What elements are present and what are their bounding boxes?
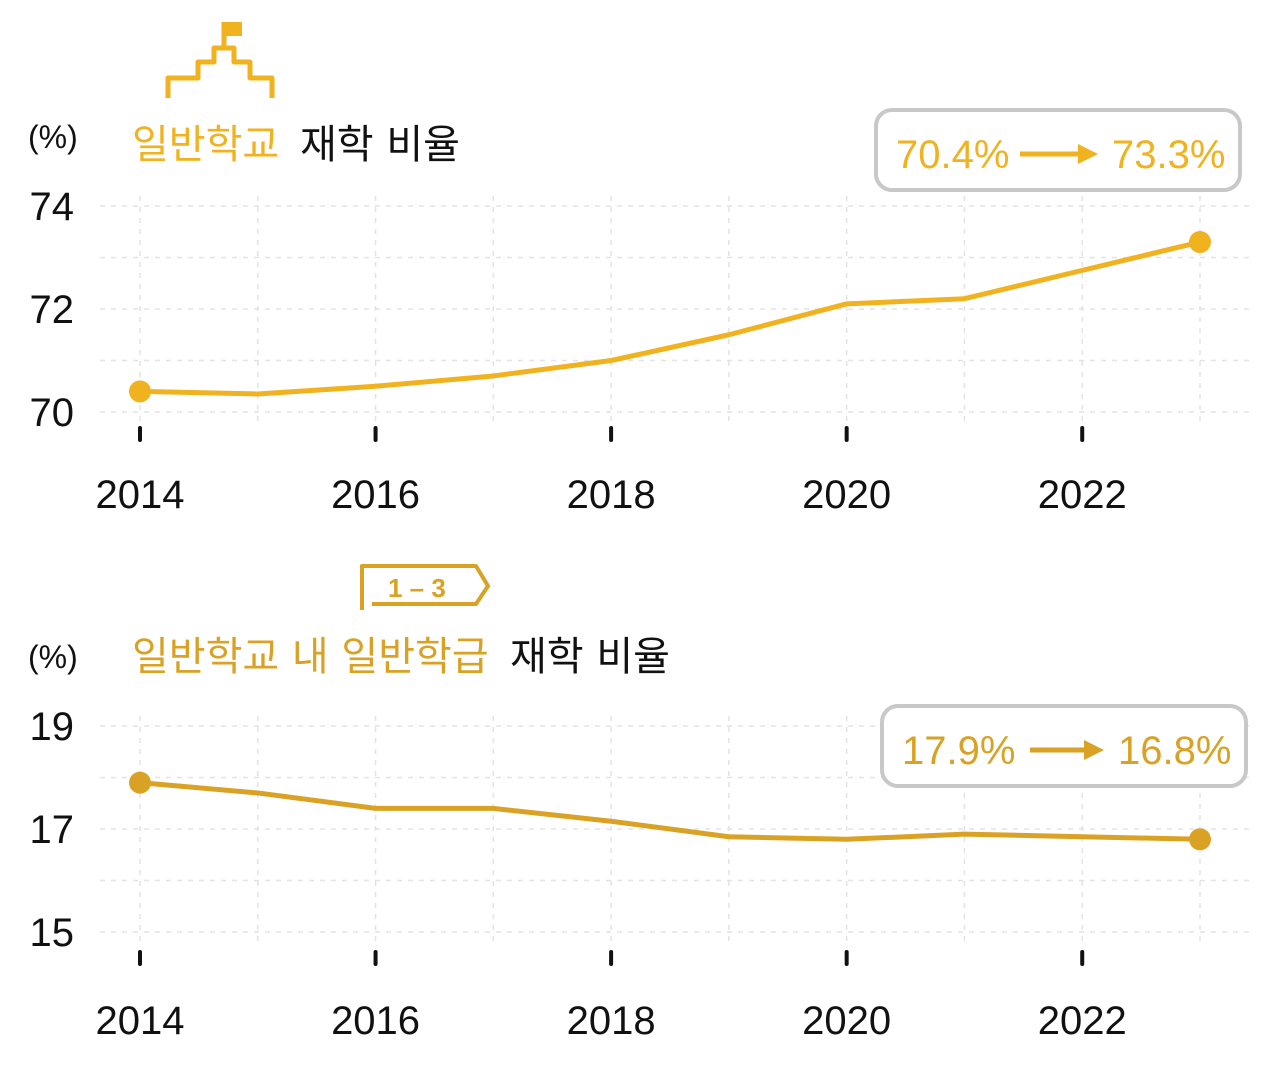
reference-tag: 1 – 3 — [360, 564, 490, 610]
x-tick-label: 2016 — [331, 999, 420, 1043]
arrow-right-icon — [1030, 740, 1104, 760]
x-tick-label: 2018 — [567, 473, 656, 517]
x-tick-label: 2014 — [96, 999, 185, 1043]
y-axis-unit: (%) — [28, 639, 78, 675]
school-building-icon — [165, 22, 275, 98]
start-point — [129, 771, 151, 794]
y-tick-label: 15 — [30, 911, 75, 955]
chart-title-rest: 재학 비율 — [510, 634, 670, 680]
change-callout: 17.9% 16.8% — [880, 704, 1248, 788]
series-line — [137, 239, 1203, 397]
chart-title-accent: 일반학교 내 일반학급 — [132, 634, 489, 680]
x-tick-label: 2018 — [567, 999, 656, 1043]
y-tick-label: 17 — [30, 808, 75, 852]
x-axis: 2014 2016 2018 2020 2022 — [96, 426, 1127, 517]
reference-tag-label: 1 – 3 — [388, 573, 446, 603]
callout-to-value: 16.8% — [1118, 729, 1231, 773]
grid — [100, 196, 1255, 422]
x-axis: 2014 2016 2018 2020 2022 — [96, 950, 1127, 1043]
y-tick-label: 74 — [30, 185, 75, 229]
y-axis-unit: (%) — [28, 119, 78, 155]
y-tick-label: 19 — [30, 705, 75, 749]
callout-from-value: 17.9% — [902, 729, 1015, 773]
chart-title-rest: 재학 비율 — [300, 122, 460, 168]
chart-title-accent: 일반학교 — [132, 122, 279, 168]
end-point — [1189, 231, 1211, 254]
series-line — [137, 780, 1203, 842]
arrow-right-icon — [1020, 144, 1098, 164]
x-tick-label: 2016 — [331, 473, 420, 517]
y-axis: 15 17 19 — [30, 705, 75, 955]
callout-from-value: 70.4% — [896, 133, 1009, 177]
start-point — [129, 380, 151, 403]
x-tick-label: 2022 — [1038, 999, 1127, 1043]
change-callout: 70.4% 73.3% — [874, 108, 1242, 192]
y-tick-label: 70 — [30, 391, 75, 435]
y-axis: 70 72 74 — [30, 185, 75, 435]
y-tick-label: 72 — [30, 288, 75, 332]
x-tick-label: 2020 — [802, 999, 891, 1043]
callout-to-value: 73.3% — [1112, 133, 1225, 177]
x-tick-label: 2022 — [1038, 473, 1127, 517]
x-tick-label: 2020 — [802, 473, 891, 517]
end-point — [1189, 828, 1211, 851]
x-tick-label: 2014 — [96, 473, 185, 517]
series — [129, 231, 1211, 403]
series — [129, 771, 1211, 851]
